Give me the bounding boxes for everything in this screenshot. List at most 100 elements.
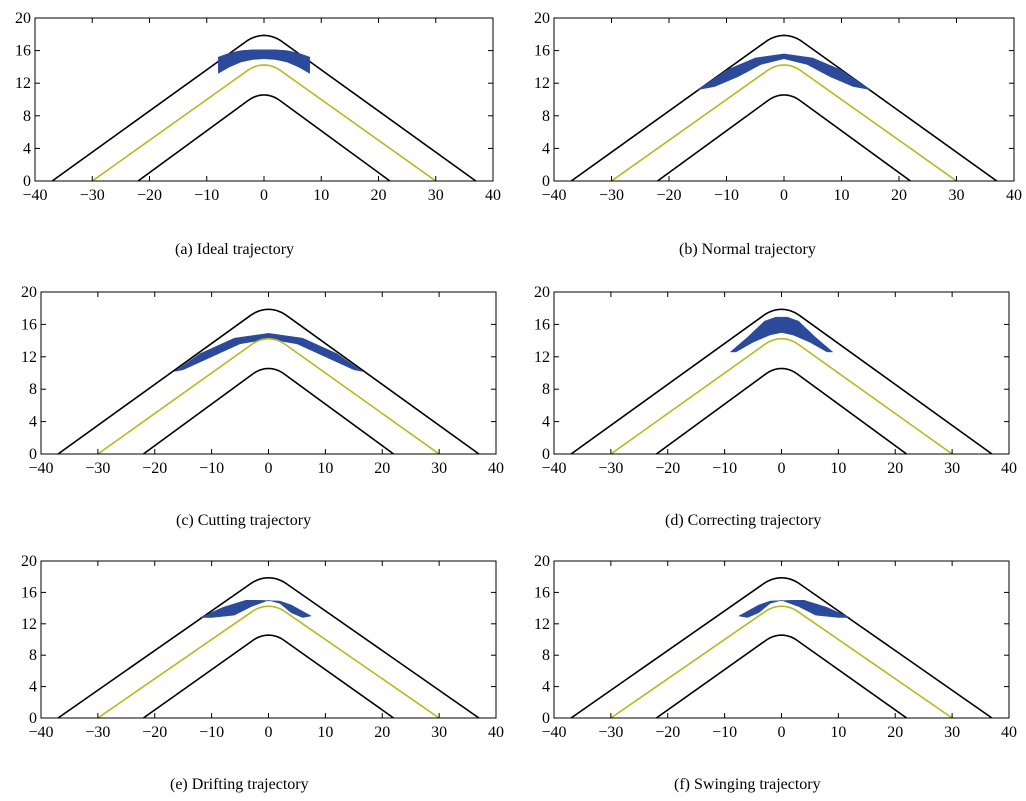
y-tick-label: 16 [21,584,37,601]
y-tick-label: 16 [534,43,550,60]
axes-frame [40,291,497,455]
y-tick-label: 0 [542,710,550,727]
road-outer-edge [57,308,480,454]
road-inner-edge [657,94,911,181]
y-tick-label: 12 [15,75,31,92]
chart-caption-d: (d) Correcting trajectory [665,512,822,529]
chart-caption-b: (b) Normal trajectory [679,241,816,258]
y-tick-label: 16 [534,316,550,333]
y-tick-label: 16 [534,584,550,601]
x-tick-label: 40 [488,724,504,741]
x-tick-label: 40 [1001,460,1017,477]
road-inner-edge [142,634,395,718]
chart-caption-e: (e) Drifting trajectory [170,776,309,793]
y-tick-label: 20 [21,284,37,301]
x-tick-label: 0 [265,460,273,477]
x-tick-label: −30 [599,187,624,204]
y-tick-label: 12 [534,75,550,92]
axes-frame [553,560,1010,719]
road-outer-edge [570,308,993,454]
x-tick-label: 0 [265,724,273,741]
road-outer-edge [570,34,998,181]
y-tick-label: 12 [21,349,37,366]
x-tick-label: −40 [28,724,53,741]
x-tick-label: −30 [85,724,110,741]
x-tick-label: 10 [313,187,329,204]
y-tick-label: 12 [21,616,37,633]
x-tick-label: −40 [22,187,47,204]
axes-frame [40,560,497,719]
trajectory-region [697,53,871,90]
y-tick-label: 12 [534,616,550,633]
road-inner-edge [137,94,391,181]
road-outer-edge [570,577,993,718]
chart-svg-d: −40 −30 −20 −10 0 10 20 30 40 0 4 8 12 16 20 [534,284,1017,477]
chart-panel-a: −40 −30 −20 −10 0 10 20 30 40 0 4 8 12 16 20 (a) Ideal… [0,0,513,267]
y-tick-label: 16 [21,316,37,333]
x-tick-label: −20 [656,187,681,204]
x-tick-label: 30 [428,187,444,204]
trajectory-region [200,599,312,618]
x-tick-label: 30 [944,460,960,477]
road-centerline [610,605,953,718]
axes-frame [553,291,1010,455]
x-tick-label: −40 [541,724,566,741]
x-tick-label: 10 [830,460,846,477]
y-tick-label: 0 [542,446,550,463]
road-centerline [97,605,440,718]
x-tick-label: −10 [712,724,737,741]
y-tick-label: 20 [534,284,550,301]
x-tick-label: 0 [260,187,268,204]
y-tick-label: 8 [29,381,37,398]
x-tick-label: −20 [655,724,680,741]
y-tick-label: 8 [542,381,550,398]
x-tick-label: 0 [780,187,788,204]
chart-caption-f: (f) Swinging trajectory [674,776,821,793]
x-tick-label: −10 [194,187,219,204]
x-tick-label: 30 [431,724,447,741]
road-inner-edge [655,367,908,454]
x-tick-label: −40 [541,460,566,477]
x-tick-label: −10 [199,460,224,477]
plot-area [570,34,998,181]
plot-area [570,308,993,454]
trajectory-region [729,316,834,353]
chart-svg-c: −40 −30 −20 −10 0 10 20 30 40 0 4 8 12 16 20 [21,284,504,477]
chart-svg-f: −40 −30 −20 −10 0 10 20 30 40 0 4 8 12 16 20 [534,553,1017,741]
axes-frame [34,17,494,182]
chart-svg-a: −40 −30 −20 −10 0 10 20 30 40 0 4 8 12 16 20 [15,10,501,204]
chart-svg-e: −40 −30 −20 −10 0 10 20 30 40 0 4 8 12 16 20 [21,553,504,741]
x-tick-label: −40 [541,187,566,204]
x-tick-label: −30 [598,460,623,477]
y-tick-label: 4 [542,679,550,696]
chart-panel-b: −40 −30 −20 −10 0 10 20 30 40 0 4 8 12 16 20 (b) Norma… [513,0,1026,267]
plot-area [51,34,477,181]
x-tick-label: 40 [1006,187,1022,204]
y-tick-label: 4 [29,414,37,431]
trajectory-region [174,333,363,372]
road-centerline [610,337,953,454]
y-tick-label: 4 [29,679,37,696]
x-tick-label: 40 [1001,724,1017,741]
x-tick-label: 0 [778,460,786,477]
x-tick-label: −40 [28,460,53,477]
y-tick-label: 20 [21,553,37,570]
plot-area [57,577,480,718]
y-tick-label: 8 [29,647,37,664]
y-tick-label: 8 [542,108,550,125]
road-centerline [611,64,957,181]
x-tick-label: 40 [485,187,501,204]
road-centerline [97,337,440,454]
road-centerline [91,64,437,181]
y-tick-label: 4 [542,140,550,157]
chart-panel-f: −40 −30 −20 −10 0 10 20 30 40 0 4 8 12 16 20 (f) Swing… [513,534,1026,801]
y-tick-label: 8 [23,108,31,125]
y-tick-label: 4 [542,414,550,431]
x-tick-label: 10 [317,724,333,741]
y-tick-label: 0 [542,173,550,190]
x-tick-label: −10 [199,724,224,741]
x-tick-label: 0 [778,724,786,741]
chart-panel-e: −40 −30 −20 −10 0 10 20 30 40 0 4 8 12 16 20 (e) Drift… [0,534,513,801]
x-tick-label: 30 [949,187,965,204]
x-tick-label: 30 [944,724,960,741]
